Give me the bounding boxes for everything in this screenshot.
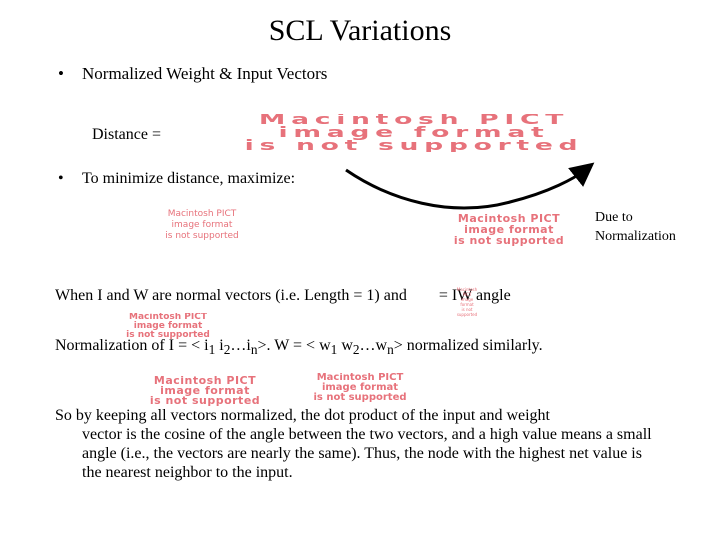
pict-placeholder-small: Macintosh PICT image format is not suppo… <box>126 313 210 340</box>
bullet-marker: • <box>58 170 64 187</box>
slide-title: SCL Variations <box>268 14 452 47</box>
pict-placeholder-inline: Macintosh PICT image format is not suppo… <box>456 287 478 317</box>
distance-label: Distance = <box>92 126 161 143</box>
pict-placeholder-normalized-term: Macintosh PICT image format is not suppo… <box>453 213 565 246</box>
pict-placeholder-maximize-term: Macintosh PICT image format is not suppo… <box>165 209 239 241</box>
curved-arrow <box>345 162 595 210</box>
pict-placeholder-distance-formula: Macintosh PICT image format is not suppo… <box>244 114 584 152</box>
due-to-normalization-note: Due to Normalization <box>595 210 676 244</box>
explanation-paragraph: So by keeping all vectors normalized, th… <box>55 407 652 481</box>
bullet-normalized-vectors: • Normalized Weight & Input Vectors <box>58 64 327 84</box>
normalization-line: Normalization of I = < i1 i2…in>. W = < … <box>55 337 543 358</box>
pict-placeholder-norm-w: Macintosh PICT image format is not suppo… <box>313 373 407 403</box>
bullet-minimize-distance: • To minimize distance, maximize: <box>58 170 295 188</box>
normal-vectors-line: When I and W are normal vectors (i.e. Le… <box>55 287 511 304</box>
bullet-marker: • <box>58 64 64 83</box>
bullet-text: To minimize distance, maximize: <box>82 170 296 187</box>
pict-placeholder-norm-i: Macintosh PICT image format is not suppo… <box>149 376 261 406</box>
bullet-text: Normalized Weight & Input Vectors <box>82 64 328 83</box>
